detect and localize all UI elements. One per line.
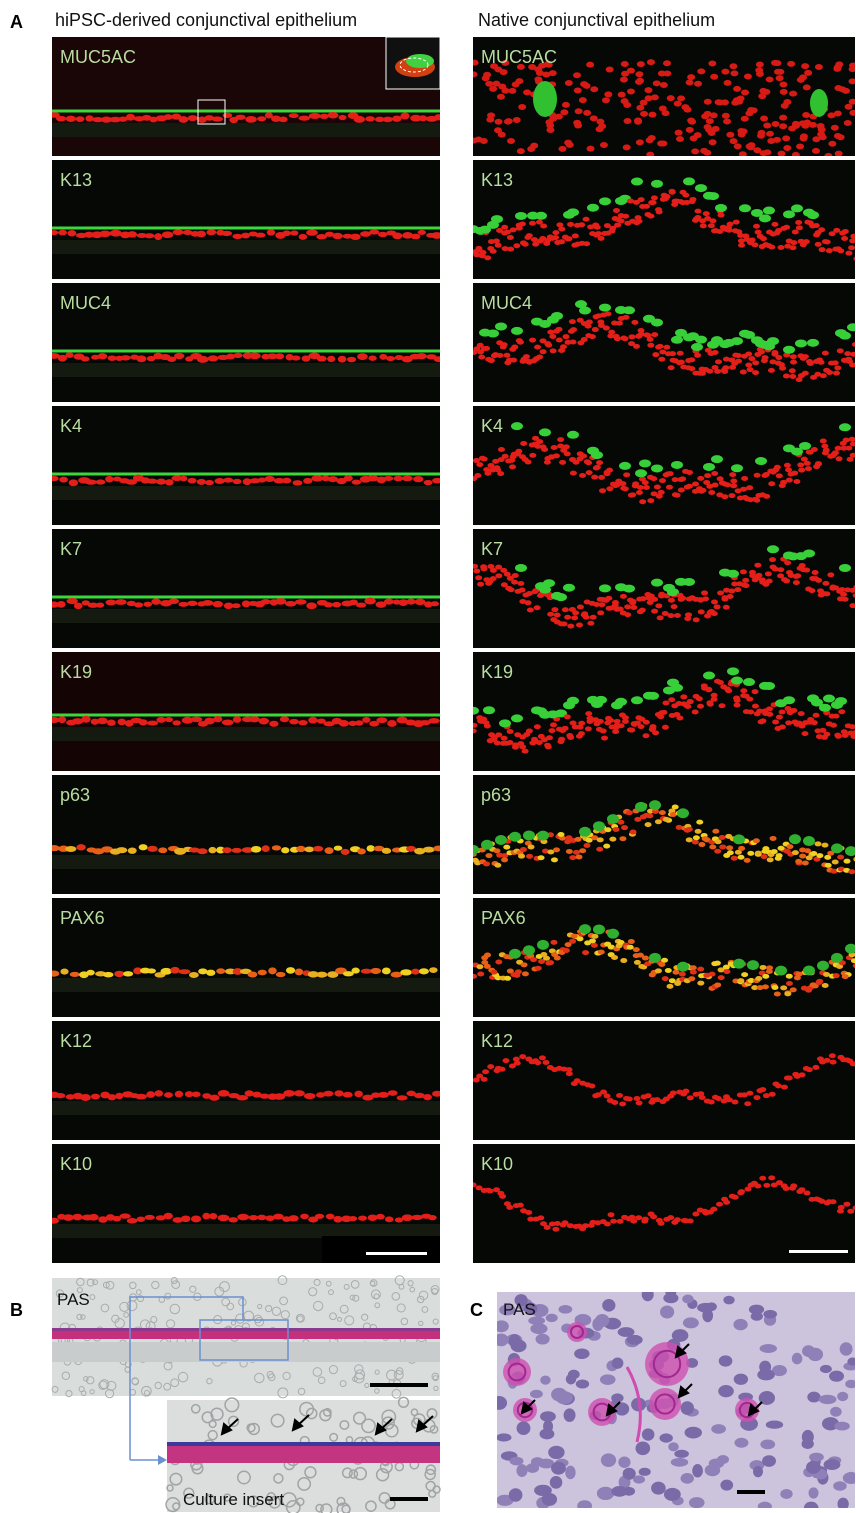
- micrograph: [52, 529, 440, 648]
- micrograph: [52, 1144, 440, 1263]
- micrograph: [473, 652, 855, 771]
- micrograph: [52, 898, 440, 1017]
- marker-label: K12: [60, 1031, 92, 1052]
- marker-label: MUC4: [60, 293, 111, 314]
- micrograph: [473, 1144, 855, 1263]
- marker-label: K4: [60, 416, 82, 437]
- panel-label: A: [10, 12, 23, 33]
- micrograph: [52, 406, 440, 525]
- micrograph: [52, 1021, 440, 1140]
- marker-label: K19: [60, 662, 92, 683]
- micrograph: [473, 775, 855, 894]
- marker-label: K10: [60, 1154, 92, 1175]
- micrograph: [52, 775, 440, 894]
- column-title: Native conjunctival epithelium: [478, 10, 715, 31]
- marker-label: K19: [481, 662, 513, 683]
- column-title: hiPSC-derived conjunctival epithelium: [55, 10, 357, 31]
- marker-label: PAX6: [481, 908, 526, 929]
- micrograph: [52, 160, 440, 279]
- inset-label: Culture insert: [183, 1490, 284, 1510]
- figure: A hiPSC-derived conjunctival epithelium …: [0, 0, 856, 1513]
- panel-label: B: [10, 1300, 23, 1321]
- marker-label: K4: [481, 416, 503, 437]
- marker-label: MUC5AC: [481, 47, 557, 68]
- marker-label: K7: [481, 539, 503, 560]
- micrograph: [473, 160, 855, 279]
- micrograph: [473, 406, 855, 525]
- marker-label: p63: [481, 785, 511, 806]
- marker-label: PAX6: [60, 908, 105, 929]
- panel-label: C: [470, 1300, 483, 1321]
- stain-label: PAS: [503, 1300, 536, 1320]
- marker-label: K13: [481, 170, 513, 191]
- marker-label: MUC4: [481, 293, 532, 314]
- micrograph: [473, 1021, 855, 1140]
- marker-label: MUC5AC: [60, 47, 136, 68]
- marker-label: K10: [481, 1154, 513, 1175]
- stain-label: PAS: [57, 1290, 90, 1310]
- marker-label: p63: [60, 785, 90, 806]
- panel-c: [497, 1292, 855, 1508]
- marker-label: K12: [481, 1031, 513, 1052]
- marker-label: K13: [60, 170, 92, 191]
- micrograph: [473, 529, 855, 648]
- marker-label: K7: [60, 539, 82, 560]
- micrograph: [473, 898, 855, 1017]
- micrograph: [52, 652, 440, 771]
